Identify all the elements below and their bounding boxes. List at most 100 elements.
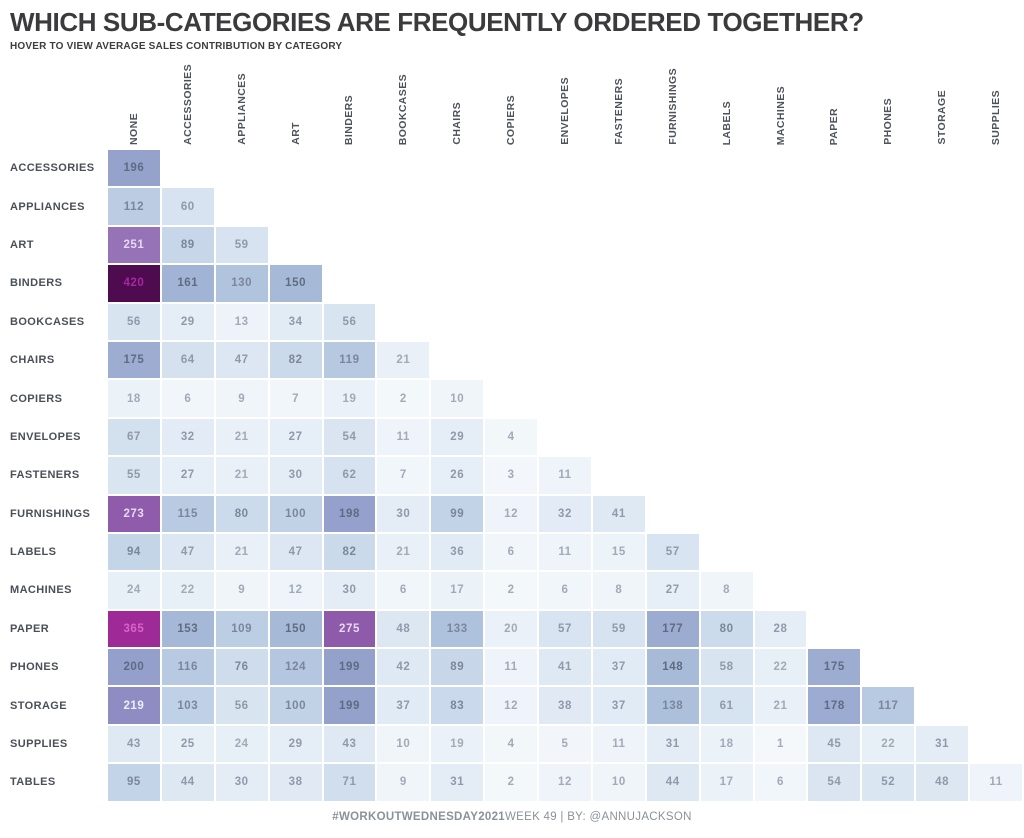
heatmap-cell[interactable]: 52: [862, 764, 915, 801]
heatmap-cell[interactable]: 365: [108, 610, 160, 648]
heatmap-cell[interactable]: 18: [700, 725, 753, 763]
heatmap-cell[interactable]: 71: [323, 764, 376, 801]
heatmap-cell[interactable]: 21: [377, 341, 430, 379]
heatmap-cell[interactable]: 19: [431, 725, 484, 763]
heatmap-cell[interactable]: 11: [592, 725, 645, 763]
heatmap-cell[interactable]: 273: [108, 495, 160, 532]
heatmap-cell[interactable]: 42: [377, 649, 430, 686]
heatmap-cell[interactable]: 57: [539, 610, 591, 648]
heatmap-cell[interactable]: 5: [539, 725, 591, 763]
heatmap-cell[interactable]: 22: [754, 649, 807, 686]
heatmap-cell[interactable]: 112: [108, 188, 160, 225]
heatmap-cell[interactable]: 12: [485, 495, 538, 532]
heatmap-cell[interactable]: 47: [269, 533, 322, 571]
heatmap-cell[interactable]: 32: [161, 418, 214, 456]
heatmap-cell[interactable]: 99: [431, 495, 484, 532]
heatmap-cell[interactable]: 20: [485, 610, 538, 648]
heatmap-cell[interactable]: 56: [323, 303, 376, 340]
heatmap-cell[interactable]: 153: [161, 610, 214, 648]
heatmap-cell[interactable]: 4: [485, 725, 538, 763]
heatmap-cell[interactable]: 37: [592, 649, 645, 686]
heatmap-cell[interactable]: 12: [269, 572, 322, 609]
heatmap-cell[interactable]: 175: [108, 341, 160, 379]
heatmap-cell[interactable]: 29: [431, 418, 484, 456]
heatmap-cell[interactable]: 21: [215, 533, 268, 571]
heatmap-cell[interactable]: 67: [108, 418, 160, 456]
heatmap-cell[interactable]: 10: [377, 725, 430, 763]
heatmap-cell[interactable]: 7: [269, 380, 322, 417]
heatmap-cell[interactable]: 103: [161, 687, 214, 724]
heatmap-cell[interactable]: 43: [323, 725, 376, 763]
heatmap-cell[interactable]: 44: [161, 764, 214, 801]
heatmap-cell[interactable]: 10: [431, 380, 484, 417]
heatmap-cell[interactable]: 48: [377, 610, 430, 648]
heatmap-cell[interactable]: 196: [108, 150, 160, 187]
heatmap-cell[interactable]: 38: [539, 687, 591, 724]
heatmap-cell[interactable]: 2: [485, 572, 538, 609]
heatmap-cell[interactable]: 21: [754, 687, 807, 724]
heatmap-cell[interactable]: 61: [700, 687, 753, 724]
heatmap-cell[interactable]: 89: [161, 226, 214, 264]
heatmap-cell[interactable]: 133: [431, 610, 484, 648]
heatmap-cell[interactable]: 200: [108, 649, 160, 686]
heatmap-cell[interactable]: 30: [323, 572, 376, 609]
heatmap-cell[interactable]: 30: [377, 495, 430, 532]
heatmap-cell[interactable]: 45: [808, 725, 861, 763]
heatmap-cell[interactable]: 17: [700, 764, 753, 801]
heatmap-cell[interactable]: 4: [485, 418, 538, 456]
heatmap-cell[interactable]: 31: [431, 764, 484, 801]
heatmap-cell[interactable]: 6: [161, 380, 214, 417]
heatmap-cell[interactable]: 36: [431, 533, 484, 571]
heatmap-cell[interactable]: 115: [161, 495, 214, 532]
heatmap-cell[interactable]: 41: [592, 495, 645, 532]
heatmap-cell[interactable]: 47: [215, 341, 268, 379]
heatmap-cell[interactable]: 6: [377, 572, 430, 609]
heatmap-cell[interactable]: 24: [215, 725, 268, 763]
heatmap-cell[interactable]: 11: [539, 533, 591, 571]
heatmap-cell[interactable]: 95: [108, 764, 160, 801]
heatmap-cell[interactable]: 38: [269, 764, 322, 801]
heatmap-cell[interactable]: 17: [431, 572, 484, 609]
heatmap-cell[interactable]: 199: [323, 687, 376, 724]
heatmap-cell[interactable]: 80: [700, 610, 753, 648]
heatmap-cell[interactable]: 219: [108, 687, 160, 724]
heatmap-cell[interactable]: 19: [323, 380, 376, 417]
heatmap-cell[interactable]: 161: [161, 265, 214, 302]
heatmap-cell[interactable]: 9: [215, 380, 268, 417]
heatmap-cell[interactable]: 25: [161, 725, 214, 763]
heatmap-cell[interactable]: 82: [323, 533, 376, 571]
heatmap-cell[interactable]: 64: [161, 341, 214, 379]
heatmap-cell[interactable]: 198: [323, 495, 376, 532]
heatmap-cell[interactable]: 89: [431, 649, 484, 686]
heatmap-cell[interactable]: 31: [646, 725, 699, 763]
heatmap-cell[interactable]: 8: [700, 572, 753, 609]
heatmap-cell[interactable]: 58: [700, 649, 753, 686]
heatmap-cell[interactable]: 138: [646, 687, 699, 724]
heatmap-cell[interactable]: 109: [215, 610, 268, 648]
heatmap-cell[interactable]: 47: [161, 533, 214, 571]
heatmap-cell[interactable]: 56: [108, 303, 160, 340]
heatmap-cell[interactable]: 175: [808, 649, 861, 686]
heatmap-cell[interactable]: 177: [646, 610, 699, 648]
heatmap-cell[interactable]: 2: [485, 764, 538, 801]
heatmap-cell[interactable]: 148: [646, 649, 699, 686]
heatmap-cell[interactable]: 124: [269, 649, 322, 686]
heatmap-cell[interactable]: 11: [377, 418, 430, 456]
heatmap-cell[interactable]: 94: [108, 533, 160, 571]
heatmap-cell[interactable]: 420: [108, 265, 160, 302]
heatmap-cell[interactable]: 57: [646, 533, 699, 571]
heatmap-cell[interactable]: 34: [269, 303, 322, 340]
heatmap-cell[interactable]: 21: [377, 533, 430, 571]
heatmap-cell[interactable]: 43: [108, 725, 160, 763]
heatmap-cell[interactable]: 54: [323, 418, 376, 456]
heatmap-cell[interactable]: 100: [269, 687, 322, 724]
heatmap-cell[interactable]: 119: [323, 341, 376, 379]
heatmap-cell[interactable]: 251: [108, 226, 160, 264]
heatmap-cell[interactable]: 30: [269, 457, 322, 494]
heatmap-cell[interactable]: 48: [916, 764, 969, 801]
heatmap-cell[interactable]: 11: [485, 649, 538, 686]
heatmap-cell[interactable]: 10: [592, 764, 645, 801]
heatmap-cell[interactable]: 41: [539, 649, 591, 686]
heatmap-cell[interactable]: 27: [269, 418, 322, 456]
heatmap-cell[interactable]: 59: [592, 610, 645, 648]
